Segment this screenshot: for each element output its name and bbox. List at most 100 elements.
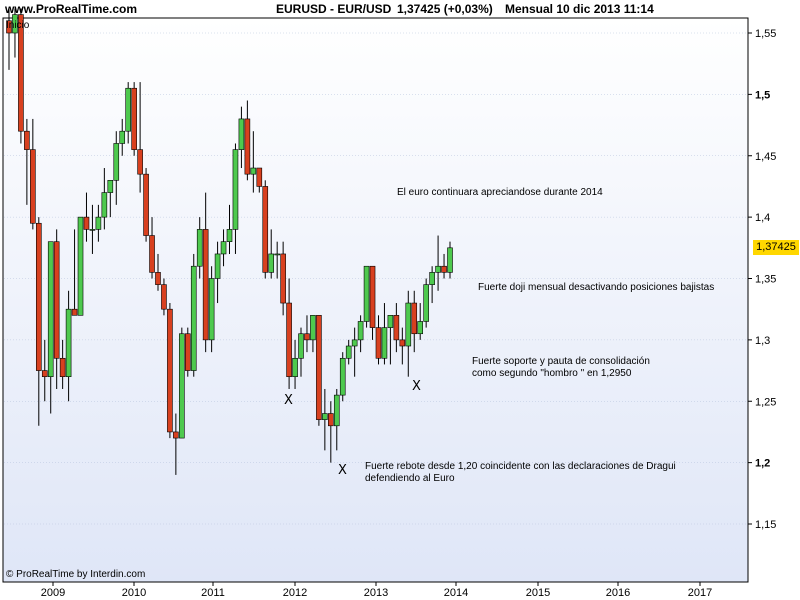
candle xyxy=(190,253,197,377)
candle-body xyxy=(316,315,322,420)
candle xyxy=(173,413,179,475)
candle-body xyxy=(322,413,328,420)
price-label: 1,37425 (+0,03%) xyxy=(397,2,493,16)
candle-body xyxy=(149,235,155,273)
candle-body xyxy=(95,216,102,230)
x-tick-label: 2017 xyxy=(688,587,712,599)
candles-group xyxy=(6,8,453,475)
candle xyxy=(107,180,114,218)
period-label: Mensual 10 dic 2013 11:14 xyxy=(505,2,654,16)
candle xyxy=(149,217,155,279)
plot-area xyxy=(2,17,749,583)
candle xyxy=(167,303,173,439)
candle-body xyxy=(381,327,388,359)
candle-body xyxy=(351,339,358,347)
candle xyxy=(220,229,227,267)
candle-body xyxy=(441,265,447,273)
candle xyxy=(202,192,209,353)
candle xyxy=(316,315,322,426)
candle xyxy=(143,168,149,242)
y-tick-label: 1,5 xyxy=(755,89,770,101)
candle xyxy=(244,100,251,181)
candle-body xyxy=(190,265,197,371)
candle xyxy=(280,241,286,316)
candle xyxy=(24,118,30,205)
candle xyxy=(12,8,18,58)
x-marker-1: X xyxy=(284,393,293,408)
candle xyxy=(83,192,90,242)
candle xyxy=(6,8,12,70)
start-label: Inicio xyxy=(6,20,30,31)
candle-body xyxy=(238,118,245,150)
candle-body xyxy=(155,272,161,285)
candle xyxy=(447,241,453,279)
candle-body xyxy=(83,216,90,230)
candle-body xyxy=(232,149,239,230)
x-marker-2: X xyxy=(338,463,347,478)
candle-body xyxy=(71,308,78,316)
candle xyxy=(351,327,358,377)
candle xyxy=(238,106,245,169)
candle-body xyxy=(387,315,394,328)
y-tick-label: 1,35 xyxy=(755,274,776,286)
candle xyxy=(35,217,42,426)
candle xyxy=(18,8,24,144)
x-tick-label: 2011 xyxy=(201,587,225,599)
candle-body xyxy=(119,130,126,144)
candle xyxy=(411,290,418,353)
candle xyxy=(262,180,269,279)
y-tick-label: 1,55 xyxy=(755,28,776,40)
candle xyxy=(345,339,352,365)
candle xyxy=(41,339,48,402)
candle-body xyxy=(375,327,382,359)
x-tick-label: 2009 xyxy=(41,587,65,599)
x-tick-label: 2013 xyxy=(364,587,388,599)
candle-body xyxy=(125,87,131,132)
x-axis: 2009 2010 2011 2012 2013 2014 2015 2016 2017 xyxy=(41,582,712,599)
candle xyxy=(137,82,143,193)
candle-body xyxy=(18,14,24,132)
candle-body xyxy=(339,357,346,396)
y-tick-label: 1,25 xyxy=(755,396,776,408)
candle-body xyxy=(292,357,298,378)
candle xyxy=(339,352,346,402)
grid-lines xyxy=(4,32,748,525)
candle-body xyxy=(435,265,441,273)
candle-body xyxy=(53,241,60,359)
site-url[interactable]: www.ProRealTime.com xyxy=(5,2,138,16)
candle xyxy=(369,265,376,340)
annotation-support-line2: como segundo "hombro " en 1,2950 xyxy=(472,368,632,379)
candle-body xyxy=(256,167,263,187)
candle xyxy=(179,327,185,439)
candle xyxy=(375,315,382,365)
x-tick-label: 2012 xyxy=(283,587,307,599)
candle xyxy=(95,204,102,242)
candle-body xyxy=(262,186,269,273)
candle xyxy=(357,315,364,353)
candle xyxy=(429,266,435,304)
annotation-appreciation: El euro continuara apreciandose durante … xyxy=(397,187,603,198)
candle-body xyxy=(399,339,406,347)
candle-body xyxy=(393,315,400,341)
candle-body xyxy=(208,278,215,341)
candle xyxy=(184,327,191,377)
y-axis: 1,55 1,5 1,45 1,4 1,35 1,3 1,25 1,2 1,15 xyxy=(748,28,776,531)
candle-body xyxy=(65,308,72,377)
candle-body xyxy=(107,180,114,193)
candle xyxy=(250,131,257,193)
y-tick-label: 1,15 xyxy=(755,519,776,531)
footer-credit[interactable]: © ProRealTime by Interdin.com xyxy=(6,569,146,580)
candle-body xyxy=(196,229,203,267)
candle-body xyxy=(268,253,275,273)
x-tick-label: 2010 xyxy=(122,587,146,599)
x-marker-3: X xyxy=(412,379,421,394)
candle xyxy=(77,216,84,316)
candle xyxy=(125,82,131,144)
candle-body xyxy=(202,229,209,341)
candle xyxy=(47,241,54,414)
candle-body xyxy=(179,333,185,439)
y-tick-label: 1,4 xyxy=(755,212,770,224)
candle-body xyxy=(184,333,191,371)
candle xyxy=(304,315,310,353)
